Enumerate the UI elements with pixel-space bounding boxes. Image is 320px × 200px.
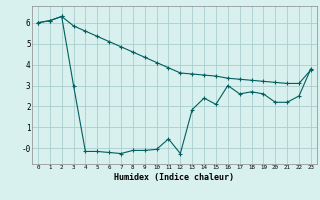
X-axis label: Humidex (Indice chaleur): Humidex (Indice chaleur)	[115, 173, 234, 182]
